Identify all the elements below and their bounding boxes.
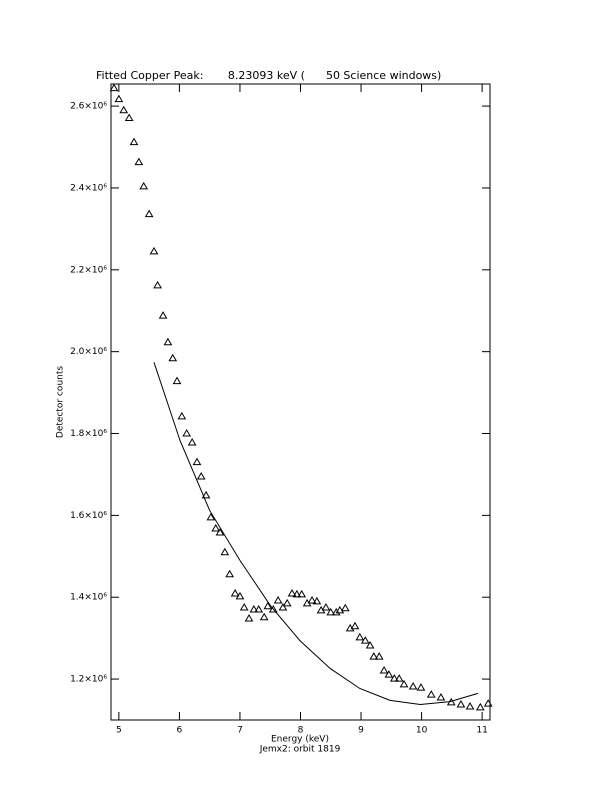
data-point — [282, 598, 292, 607]
data-point — [172, 376, 182, 385]
x-tick-label: 5 — [116, 726, 122, 736]
data-point — [465, 702, 475, 710]
data-point — [196, 471, 206, 480]
data-point — [182, 429, 192, 437]
x-tick-label: 6 — [177, 726, 183, 736]
y-tick-label: 2.6×10⁶ — [70, 102, 107, 112]
data-point — [254, 605, 264, 613]
data-point — [259, 612, 269, 621]
data-point — [139, 181, 149, 190]
data-point — [483, 699, 493, 707]
data-point — [278, 602, 288, 611]
data-point — [307, 596, 317, 604]
data-point — [220, 547, 230, 556]
data-point — [129, 137, 139, 146]
x-tick-label: 8 — [298, 726, 304, 736]
data-point — [297, 589, 307, 598]
data-point — [201, 490, 211, 499]
data-point — [355, 632, 365, 641]
x-axis-label: Energy (keV) — [271, 735, 329, 745]
y-tick-label: 1.2×10⁶ — [70, 675, 107, 685]
data-point — [292, 589, 302, 598]
data-point — [215, 528, 225, 536]
data-point — [369, 652, 379, 660]
data-point — [399, 679, 409, 688]
y-tick-label: 2.2×10⁶ — [70, 265, 107, 275]
data-point — [235, 591, 245, 600]
y-axis-label: Detector counts — [56, 366, 66, 438]
data-point — [379, 665, 389, 674]
y-tick-label: 1.4×10⁶ — [70, 593, 107, 603]
y-tick-label: 1.8×10⁶ — [70, 429, 107, 439]
fit-line — [153, 362, 479, 705]
x-tick-label: 11 — [476, 726, 487, 736]
data-point — [249, 605, 259, 613]
data-point — [119, 105, 129, 114]
data-point — [456, 699, 466, 708]
chart-title: Fitted Copper Peak: 8.23093 keV ( 50 Sci… — [96, 69, 441, 82]
x-tick-label: 9 — [358, 726, 364, 736]
data-point — [244, 614, 254, 622]
data-point — [153, 280, 162, 289]
data-point — [177, 411, 187, 420]
data-point — [331, 607, 341, 616]
y-tick-label: 1.6×10⁶ — [70, 511, 107, 521]
data-point — [374, 652, 384, 660]
data-point — [394, 674, 404, 682]
data-point — [416, 683, 426, 691]
data-point — [239, 602, 249, 611]
data-point — [158, 311, 168, 319]
data-point — [225, 569, 235, 578]
data-point — [187, 438, 197, 446]
data-point — [326, 607, 336, 616]
data-point — [149, 246, 159, 255]
data-point — [321, 602, 331, 611]
data-point — [109, 83, 119, 92]
data-point — [268, 605, 278, 613]
data-point — [263, 601, 273, 610]
data-point — [163, 337, 173, 346]
data-point — [360, 636, 370, 644]
y-tick-label: 2.0×10⁶ — [70, 347, 107, 357]
data-point — [340, 603, 350, 612]
data-point — [426, 690, 436, 698]
data-point — [144, 209, 154, 218]
x-tick-label: 7 — [237, 726, 243, 736]
data-point — [124, 113, 134, 121]
subtitle: Jemx2: orbit 1819 — [259, 745, 341, 755]
data-point — [114, 94, 124, 103]
data-point — [365, 641, 375, 649]
y-tick-label: 2.4×10⁶ — [70, 183, 107, 193]
data-point — [335, 605, 345, 614]
data-point — [389, 674, 399, 682]
data-point — [211, 523, 221, 532]
data-point — [436, 692, 446, 701]
data-point — [192, 457, 202, 466]
x-tick-label: 10 — [416, 726, 428, 736]
data-point — [384, 670, 394, 678]
data-point — [206, 512, 216, 521]
data-point — [287, 589, 297, 597]
data-point — [350, 621, 360, 630]
data-point — [134, 157, 144, 166]
data-point — [312, 596, 322, 605]
data-point — [408, 681, 418, 690]
data-point — [475, 702, 485, 711]
data-point — [230, 589, 240, 597]
data-point — [273, 596, 283, 604]
data-point — [168, 353, 178, 362]
